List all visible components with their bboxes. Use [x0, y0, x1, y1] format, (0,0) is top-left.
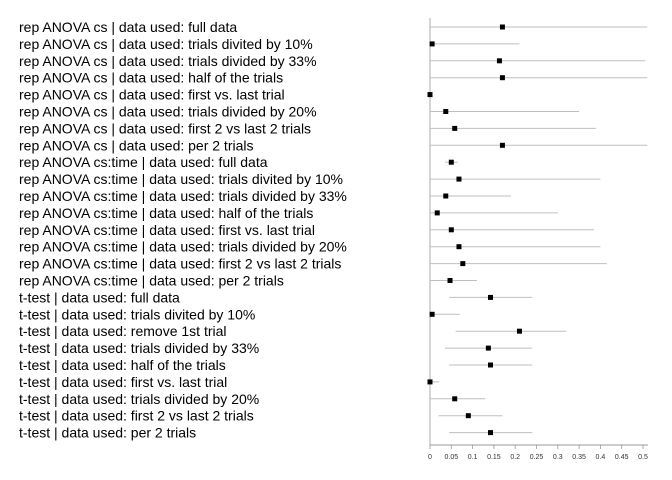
- row-label: t-test | data used: trials divided by 20…: [19, 391, 259, 407]
- point-marker: [443, 193, 449, 199]
- x-tick-label: 0.45: [615, 454, 629, 461]
- point-marker: [487, 294, 493, 300]
- plot-area: 0 0.05 0.1 0.15 0.2 0.25 0.3 0.35 0.4 0.45 0.5: [427, 18, 648, 461]
- row-label: t-test | data used: first 2 vs last 2 tr…: [19, 408, 254, 424]
- x-axis-ticks: 0 0.05 0.1 0.15 0.2 0.25 0.3 0.35 0.4 0.45 0.5: [428, 445, 648, 461]
- point-marker: [448, 227, 454, 233]
- point-marker: [443, 109, 449, 114]
- row-label: t-test | data used: trials divided by 33…: [19, 340, 259, 356]
- point-marker: [452, 396, 458, 402]
- point-marker: [448, 159, 454, 165]
- point-marker: [499, 24, 505, 30]
- row-label: t-test | data used: full data: [19, 289, 180, 305]
- x-tick-label: 0.1: [468, 454, 478, 461]
- point-marker: [456, 244, 462, 250]
- row-label: rep ANOVA cs:time | data used: first 2 v…: [19, 256, 341, 272]
- row-label: rep ANOVA cs | data used: full data: [19, 19, 237, 35]
- point-marker: [447, 278, 453, 283]
- point-marker: [427, 92, 433, 98]
- point-marker: [429, 41, 435, 47]
- point-marker: [427, 379, 433, 385]
- interval-lines: [430, 26, 648, 434]
- row-label: rep ANOVA cs:time | data used: trials di…: [19, 171, 343, 187]
- point-marker: [460, 261, 466, 267]
- x-tick-label: 0.15: [487, 454, 501, 461]
- row-label: rep ANOVA cs | data used: trials divited…: [19, 36, 313, 52]
- x-tick-label: 0.3: [553, 454, 563, 461]
- point-marker: [456, 176, 462, 182]
- point-marker: [465, 413, 471, 419]
- row-label: rep ANOVA cs:time | data used: per 2 tri…: [19, 273, 284, 289]
- point-marker: [487, 362, 493, 368]
- x-tick-label: 0: [428, 454, 432, 461]
- row-label: t-test | data used: trials divited by 10…: [19, 306, 255, 322]
- point-marker: [496, 58, 502, 64]
- row-label: t-test | data used: half of the trials: [19, 357, 226, 373]
- row-label: rep ANOVA cs:time | data used: first vs.…: [19, 222, 315, 238]
- row-label: rep ANOVA cs | data used: per 2 trials: [19, 137, 254, 153]
- point-marker: [487, 430, 493, 436]
- row-label: rep ANOVA cs | data used: trials divided…: [19, 53, 317, 69]
- point-marker: [499, 75, 505, 81]
- row-label: rep ANOVA cs | data used: first vs. last…: [19, 87, 285, 103]
- row-label: rep ANOVA cs:time | data used: half of t…: [19, 205, 313, 221]
- point-marker: [485, 345, 491, 351]
- row-label: rep ANOVA cs | data used: half of the tr…: [19, 70, 283, 86]
- x-tick-label: 0.5: [638, 454, 648, 461]
- row-label: t-test | data used: remove 1st trial: [19, 323, 227, 339]
- row-label: rep ANOVA cs:time | data used: trials di…: [19, 239, 347, 255]
- row-label: rep ANOVA cs:time | data used: trials di…: [19, 188, 347, 204]
- point-marker: [452, 125, 458, 131]
- x-tick-label: 0.05: [444, 454, 458, 461]
- point-marker: [516, 328, 522, 334]
- point-marker: [429, 311, 435, 317]
- row-label: t-test | data used: per 2 trials: [19, 425, 196, 441]
- point-marker: [499, 142, 505, 148]
- row-label: rep ANOVA cs | data used: trials divided…: [19, 104, 317, 120]
- row-label: t-test | data used: first vs. last trial: [19, 374, 227, 390]
- row-label: rep ANOVA cs:time | data used: full data: [19, 154, 268, 170]
- x-tick-label: 0.2: [510, 454, 520, 461]
- x-tick-label: 0.4: [596, 454, 606, 461]
- x-tick-label: 0.25: [530, 454, 544, 461]
- x-tick-label: 0.35: [572, 454, 586, 461]
- point-marker: [434, 210, 440, 216]
- row-label: rep ANOVA cs | data used: first 2 vs las…: [19, 120, 311, 136]
- point-markers: [427, 24, 522, 436]
